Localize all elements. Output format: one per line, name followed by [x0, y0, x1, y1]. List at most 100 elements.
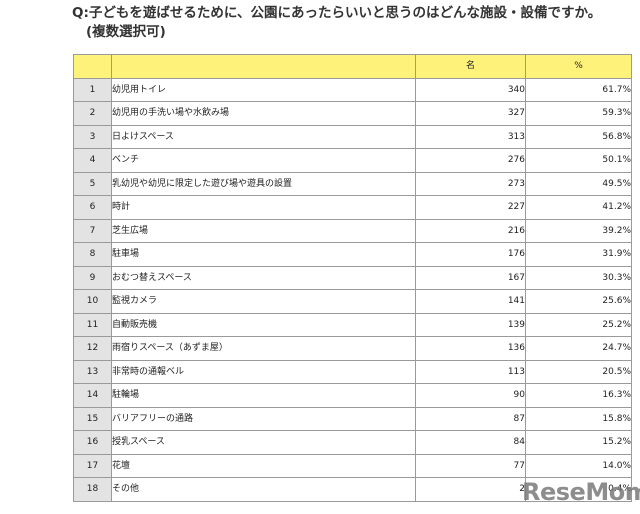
rank-cell: 6: [73, 195, 112, 220]
percent-cell: 25.2%: [525, 312, 632, 337]
survey-results-table: 名 % 1 幼児用トイレ 340 61.7% 2 幼児用の手洗い場や水飲み場 327 59.3…: [73, 54, 632, 502]
table-row: 1 幼児用トイレ 340 61.7%: [73, 77, 632, 102]
rank-cell: 16: [73, 430, 112, 455]
count-cell: 273: [415, 171, 526, 196]
header-rank: [73, 54, 112, 79]
item-cell: 授乳スペース: [111, 430, 416, 455]
count-cell: 84: [415, 430, 526, 455]
count-cell: 77: [415, 453, 526, 478]
table-row: 17 花壇 77 14.0%: [73, 453, 632, 478]
table-row: 16 授乳スペース 84 15.2%: [73, 430, 632, 455]
table-row: 2 幼児用の手洗い場や水飲み場 327 59.3%: [73, 101, 632, 126]
percent-cell: 25.6%: [525, 289, 632, 314]
count-cell: 141: [415, 289, 526, 314]
rank-cell: 12: [73, 336, 112, 361]
item-cell: おむつ替えスペース: [111, 265, 416, 290]
item-cell: その他: [111, 477, 416, 502]
percent-cell: 14.0%: [525, 453, 632, 478]
item-cell: 非常時の通報ベル: [111, 359, 416, 384]
question-title: Q:子どもを遊ばせるために、公園にあったらいいと思うのはどんな施設・設備ですか。…: [72, 4, 632, 42]
count-cell: 139: [415, 312, 526, 337]
rank-cell: 2: [73, 101, 112, 126]
table-row: 4 ベンチ 276 50.1%: [73, 148, 632, 173]
table-row: 8 駐車場 176 31.9%: [73, 242, 632, 267]
rank-cell: 7: [73, 218, 112, 243]
percent-cell: 16.3%: [525, 383, 632, 408]
table-row: 14 駐輪場 90 16.3%: [73, 383, 632, 408]
count-cell: 2: [415, 477, 526, 502]
table-row: 3 日よけスペース 313 56.8%: [73, 124, 632, 149]
count-cell: 90: [415, 383, 526, 408]
percent-cell: 24.7%: [525, 336, 632, 361]
rank-cell: 4: [73, 148, 112, 173]
item-cell: 監視カメラ: [111, 289, 416, 314]
rank-cell: 5: [73, 171, 112, 196]
rank-cell: 1: [73, 77, 112, 102]
item-cell: 幼児用トイレ: [111, 77, 416, 102]
item-cell: 乳幼児や幼児に限定した遊び場や遊具の設置: [111, 171, 416, 196]
percent-cell: 56.8%: [525, 124, 632, 149]
item-cell: バリアフリーの通路: [111, 406, 416, 431]
item-cell: 駐車場: [111, 242, 416, 267]
count-cell: 176: [415, 242, 526, 267]
header-item: [111, 54, 416, 79]
count-cell: 87: [415, 406, 526, 431]
percent-cell: 49.5%: [525, 171, 632, 196]
table-row: 9 おむつ替えスペース 167 30.3%: [73, 265, 632, 290]
item-cell: 日よけスペース: [111, 124, 416, 149]
rank-cell: 9: [73, 265, 112, 290]
table-row: 13 非常時の通報ベル 113 20.5%: [73, 359, 632, 384]
percent-cell: 30.3%: [525, 265, 632, 290]
table-row: 12 雨宿りスペース（あずま屋） 136 24.7%: [73, 336, 632, 361]
rank-cell: 8: [73, 242, 112, 267]
question-line-2: (複数選択可): [86, 24, 166, 40]
table-row: 6 時計 227 41.2%: [73, 195, 632, 220]
percent-cell: 39.2%: [525, 218, 632, 243]
percent-cell: 20.5%: [525, 359, 632, 384]
table-row: 15 バリアフリーの通路 87 15.8%: [73, 406, 632, 431]
count-cell: 327: [415, 101, 526, 126]
rank-cell: 14: [73, 383, 112, 408]
count-cell: 227: [415, 195, 526, 220]
percent-cell: 0.4%: [525, 477, 632, 502]
item-cell: 芝生広場: [111, 218, 416, 243]
watermark-logo: ReseMom: [522, 478, 640, 506]
percent-cell: 61.7%: [525, 77, 632, 102]
table-row: 7 芝生広場 216 39.2%: [73, 218, 632, 243]
rank-cell: 18: [73, 477, 112, 502]
item-cell: 幼児用の手洗い場や水飲み場: [111, 101, 416, 126]
item-cell: 時計: [111, 195, 416, 220]
rank-cell: 10: [73, 289, 112, 314]
table-body: 1 幼児用トイレ 340 61.7% 2 幼児用の手洗い場や水飲み場 327 59.3% 3 日よ…: [73, 77, 632, 502]
percent-cell: 15.8%: [525, 406, 632, 431]
count-cell: 340: [415, 77, 526, 102]
item-cell: ベンチ: [111, 148, 416, 173]
rank-cell: 11: [73, 312, 112, 337]
table-row: 5 乳幼児や幼児に限定した遊び場や遊具の設置 273 49.5%: [73, 171, 632, 196]
percent-cell: 50.1%: [525, 148, 632, 173]
count-cell: 113: [415, 359, 526, 384]
table-row: 18 その他 2 0.4%: [73, 477, 632, 502]
rank-cell: 13: [73, 359, 112, 384]
table-header-row: 名 %: [73, 54, 632, 79]
header-count: 名: [415, 54, 526, 79]
rank-cell: 17: [73, 453, 112, 478]
item-cell: 花壇: [111, 453, 416, 478]
question-line-1: Q:子どもを遊ばせるために、公園にあったらいいと思うのはどんな施設・設備ですか。: [72, 5, 602, 21]
header-percent: %: [525, 54, 632, 79]
percent-cell: 31.9%: [525, 242, 632, 267]
count-cell: 167: [415, 265, 526, 290]
count-cell: 276: [415, 148, 526, 173]
percent-cell: 15.2%: [525, 430, 632, 455]
percent-cell: 41.2%: [525, 195, 632, 220]
count-cell: 216: [415, 218, 526, 243]
item-cell: 自動販売機: [111, 312, 416, 337]
percent-cell: 59.3%: [525, 101, 632, 126]
table-row: 11 自動販売機 139 25.2%: [73, 312, 632, 337]
item-cell: 駐輪場: [111, 383, 416, 408]
table-row: 10 監視カメラ 141 25.6%: [73, 289, 632, 314]
count-cell: 136: [415, 336, 526, 361]
rank-cell: 3: [73, 124, 112, 149]
count-cell: 313: [415, 124, 526, 149]
rank-cell: 15: [73, 406, 112, 431]
